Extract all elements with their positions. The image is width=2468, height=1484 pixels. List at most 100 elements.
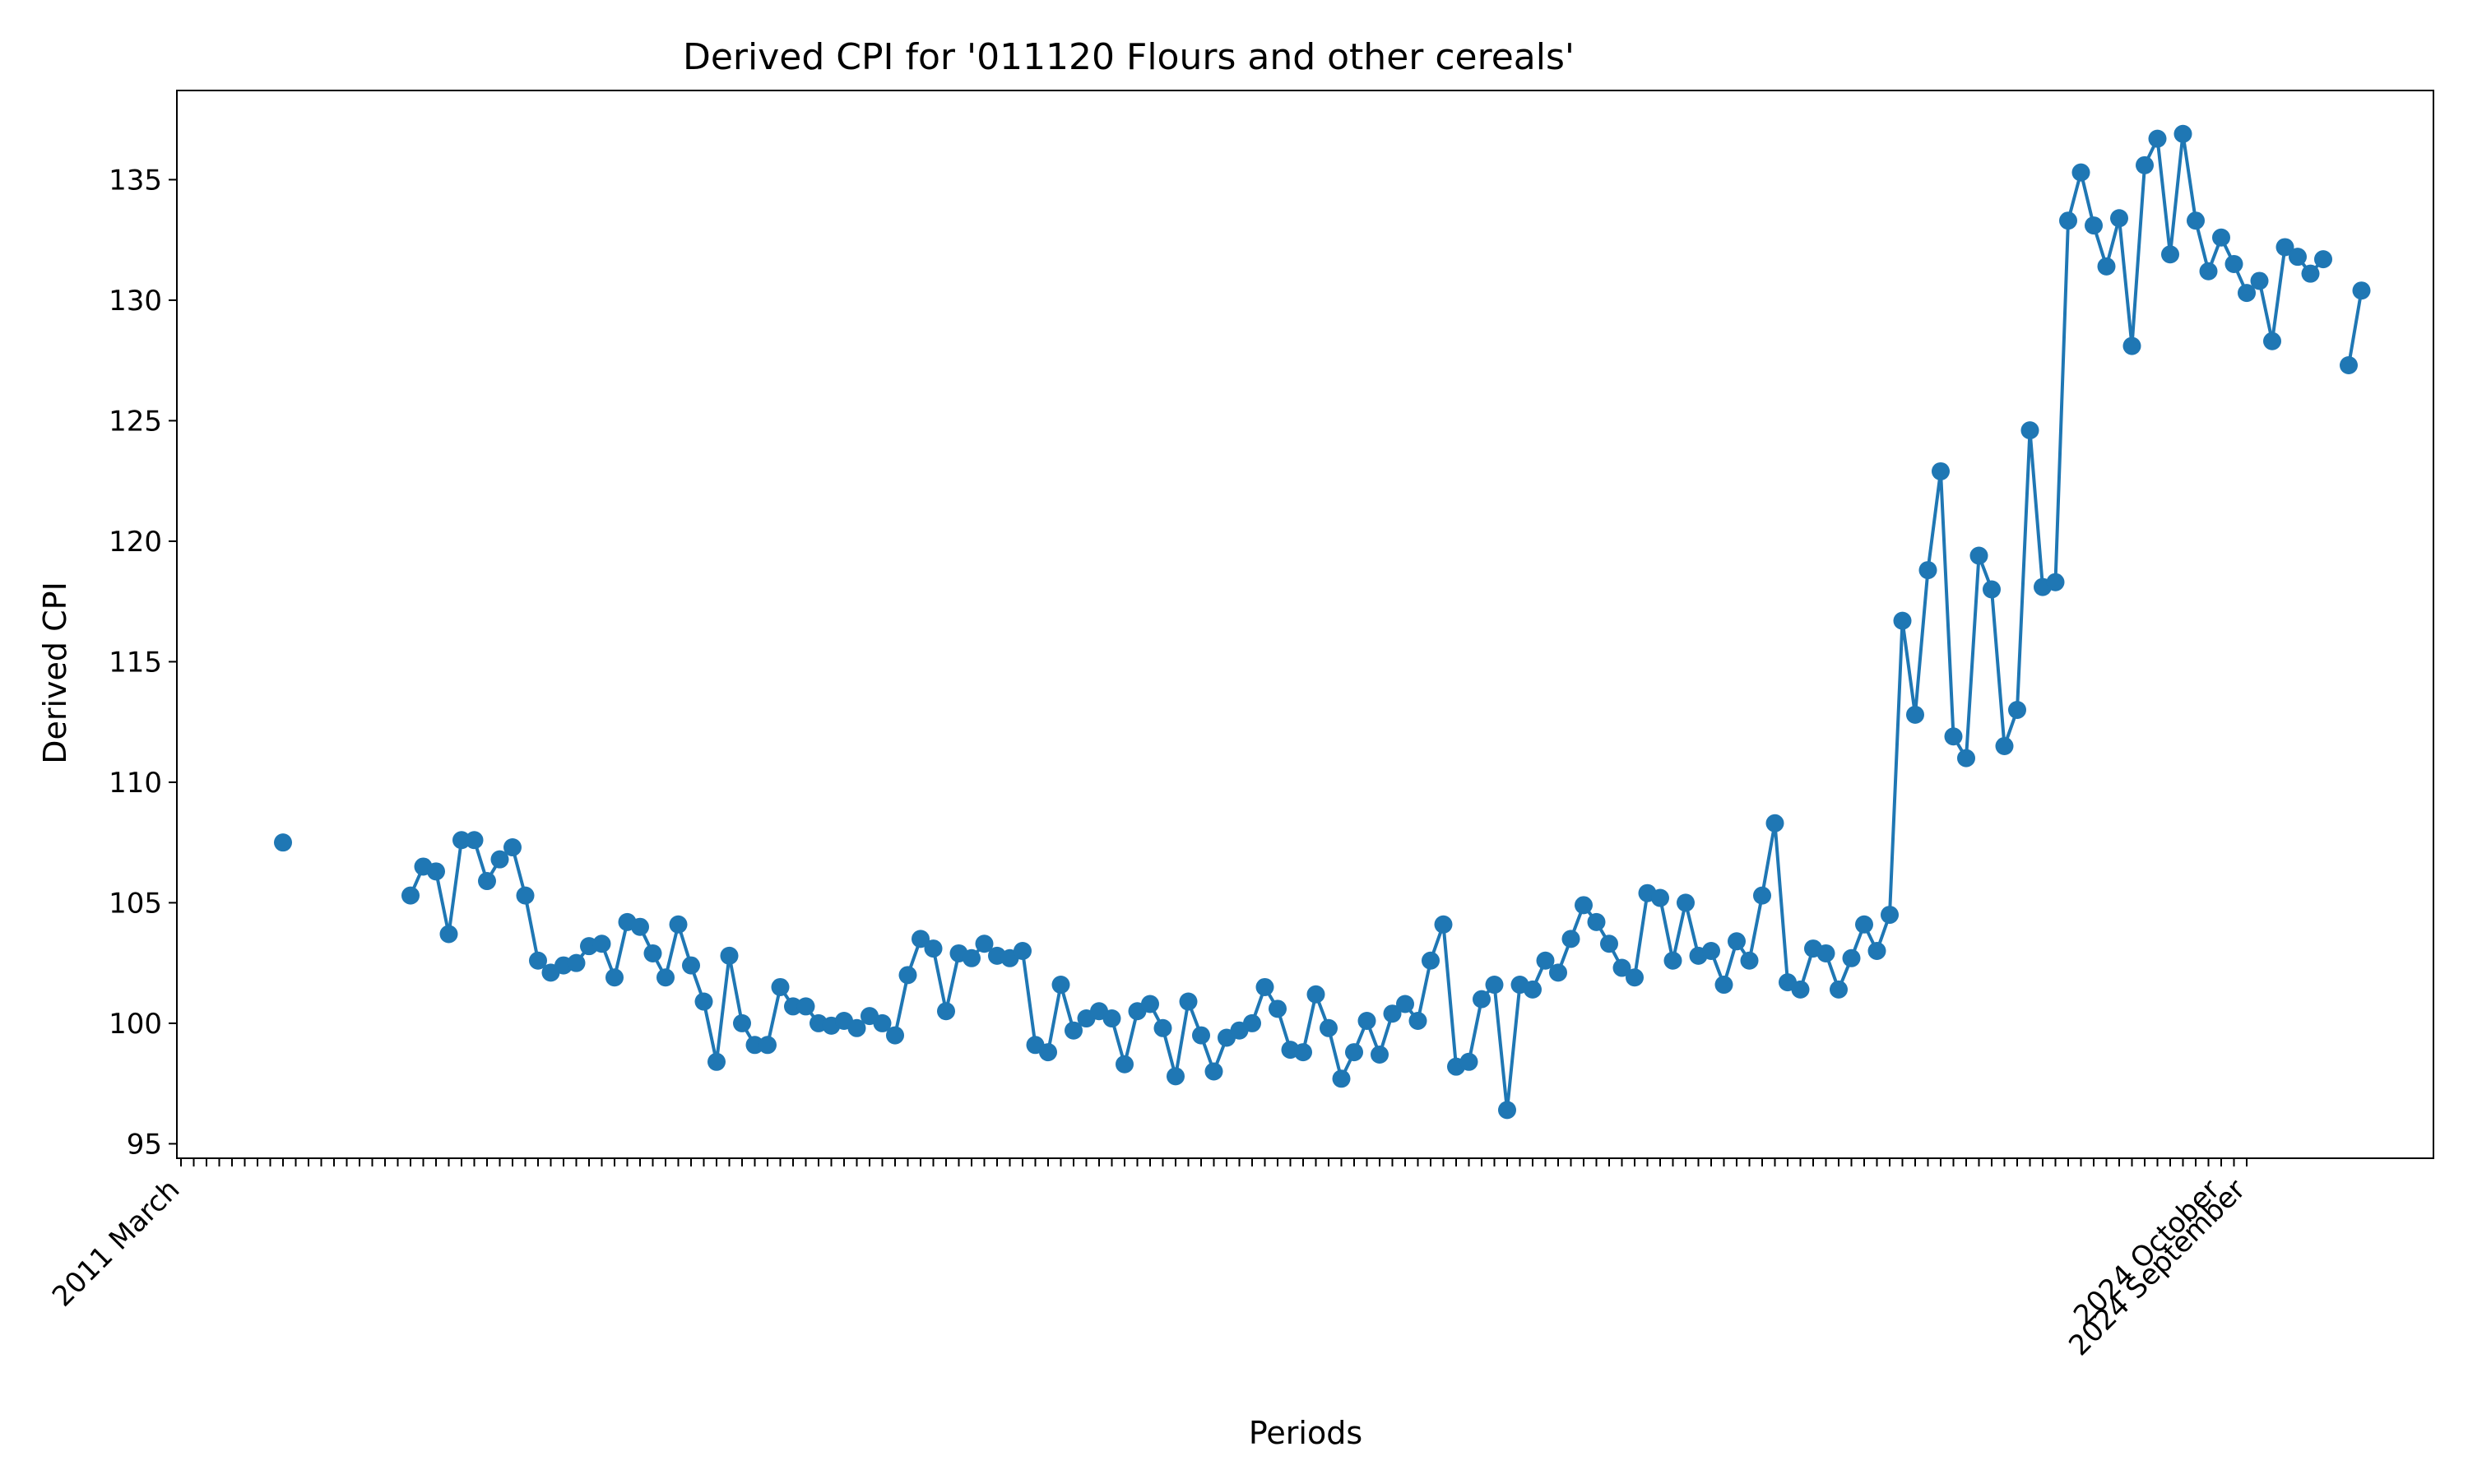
data-point	[1141, 995, 1159, 1013]
data-point	[1116, 1055, 1134, 1074]
data-point	[796, 997, 815, 1016]
data-point	[1677, 893, 1695, 912]
data-point	[1867, 942, 1886, 961]
data-point	[1153, 1018, 1172, 1037]
data-point	[1371, 1046, 1389, 1064]
y-tick-label: 135	[109, 164, 162, 197]
data-point	[1243, 1013, 1261, 1032]
data-point	[1816, 944, 1835, 962]
data-point	[1983, 580, 2001, 599]
data-point	[2161, 245, 2179, 264]
data-point	[847, 1018, 866, 1037]
data-point	[2340, 356, 2358, 375]
data-point	[1587, 912, 1606, 931]
data-point	[975, 934, 994, 953]
y-tick-label: 115	[109, 646, 162, 679]
data-point	[1167, 1067, 1185, 1086]
data-point	[478, 872, 496, 891]
data-point	[1549, 963, 1567, 982]
data-point	[656, 968, 675, 987]
data-point	[1791, 980, 1810, 999]
axes-frame	[176, 90, 2434, 1159]
data-point	[1051, 976, 1070, 995]
data-point	[707, 1052, 726, 1071]
data-point	[2301, 264, 2320, 283]
data-point	[2187, 211, 2205, 230]
data-point	[758, 1036, 777, 1055]
data-point	[2275, 238, 2294, 257]
data-point	[1065, 1021, 1083, 1040]
data-point	[567, 953, 586, 972]
y-tick-label: 95	[127, 1128, 162, 1161]
data-point	[643, 944, 662, 962]
data-point	[2136, 155, 2154, 174]
data-point	[1524, 980, 1542, 999]
data-point	[1434, 915, 1453, 934]
data-point	[1969, 546, 1988, 565]
data-point	[1714, 976, 1733, 995]
data-point	[1663, 951, 1682, 970]
data-point	[1612, 958, 1631, 977]
data-point	[937, 1002, 955, 1021]
chart-title: Derived CPI for '011120 Flours and other…	[683, 36, 1575, 78]
data-point	[605, 968, 624, 987]
data-point	[427, 862, 445, 881]
data-point	[1944, 727, 1963, 746]
data-point	[1306, 985, 1325, 1004]
data-point	[2173, 124, 2192, 143]
data-point	[2085, 216, 2103, 235]
data-point	[1626, 968, 1644, 987]
data-point	[1842, 948, 1861, 967]
data-point	[401, 886, 420, 905]
data-point	[2238, 284, 2256, 303]
data-point	[2122, 336, 2141, 355]
data-point	[2097, 257, 2116, 276]
data-point	[2008, 701, 2026, 720]
data-point	[1740, 951, 1759, 970]
data-point	[1561, 930, 1580, 948]
data-point	[733, 1013, 751, 1032]
data-point	[682, 956, 700, 975]
data-point	[274, 833, 292, 852]
data-point	[898, 966, 917, 985]
y-tick-label: 100	[109, 1008, 162, 1041]
data-point	[2314, 250, 2332, 269]
data-point	[2212, 228, 2230, 247]
data-point	[2224, 254, 2243, 273]
data-point	[1485, 976, 1504, 995]
data-point	[1893, 611, 1912, 630]
data-point	[1473, 990, 1491, 1009]
data-point	[1855, 915, 1873, 934]
data-point	[439, 925, 458, 944]
data-point	[1881, 906, 1899, 925]
data-point	[694, 992, 713, 1011]
data-point	[1345, 1043, 1363, 1062]
series-line	[2347, 290, 2364, 366]
data-point	[490, 850, 509, 869]
data-point	[1932, 461, 1950, 480]
data-point	[1459, 1052, 1478, 1071]
data-point	[1204, 1062, 1223, 1081]
data-point	[1422, 951, 1440, 970]
data-point	[1918, 561, 1937, 580]
data-point	[669, 915, 688, 934]
data-point	[2289, 248, 2307, 267]
data-point	[1536, 951, 1555, 970]
data-point	[1320, 1018, 1338, 1037]
x-axis-label: Periods	[1249, 1415, 1362, 1451]
data-point	[1408, 1011, 1427, 1030]
data-point	[2352, 281, 2371, 300]
y-tick-label: 120	[109, 526, 162, 559]
data-point	[592, 934, 611, 953]
data-point	[745, 1036, 764, 1055]
data-point	[1269, 999, 1287, 1018]
data-point	[1102, 1009, 1121, 1028]
data-point	[1957, 749, 1975, 768]
y-tick-label: 110	[109, 767, 162, 800]
data-point	[1765, 814, 1784, 832]
data-point	[2110, 209, 2128, 228]
data-point	[2263, 332, 2281, 350]
data-point	[1995, 736, 2014, 755]
